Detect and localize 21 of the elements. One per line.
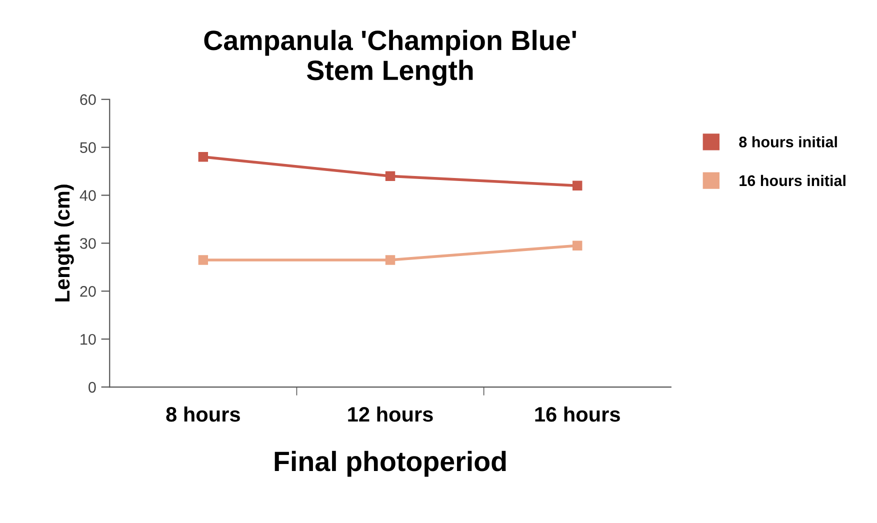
y-tick-label: 20 [80,286,96,297]
point [198,255,208,265]
chart-title: Campanula 'Champion Blue' Stem Length [204,30,576,86]
y-tick-label: 50 [80,142,96,153]
x-tick-label: 8 hours [166,406,240,422]
point [385,171,396,181]
legend-label: 16 hours initial [740,174,846,186]
y-tick-label: 0 [88,382,96,393]
x-tick-label: 16 hours [535,406,620,422]
point [385,255,396,265]
x-axis-title: Final photoperiod [274,450,506,477]
x-tick-label: 12 hours [348,406,433,422]
y-tick-label: 30 [80,238,96,249]
y-tick-label: 10 [80,334,96,345]
point [572,180,582,191]
legend-label: 8 hours initial [739,136,837,148]
point [198,152,208,162]
y-tick-label: 40 [80,190,96,201]
point [572,240,582,250]
y-axis-title: Length (cm) [54,184,74,302]
y-tick-label: 60 [80,94,96,106]
